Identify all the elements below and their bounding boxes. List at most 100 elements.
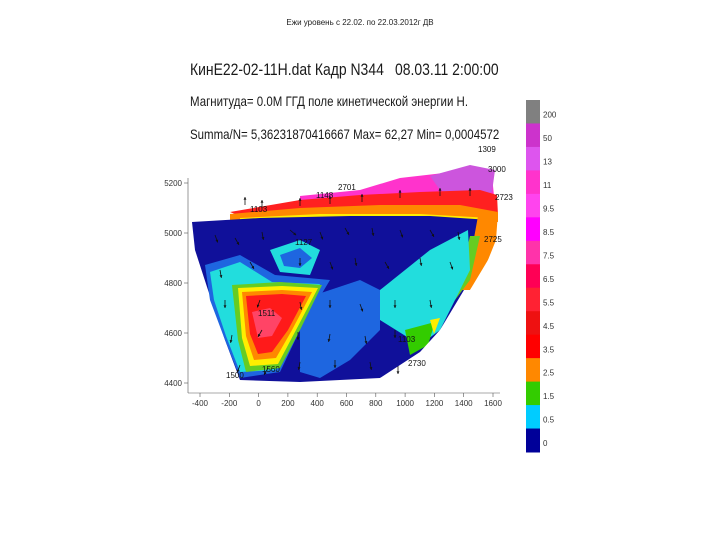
x-tick-label: 1000 (396, 399, 414, 408)
vector-arrow-head (346, 231, 349, 235)
colorbar-label: 0 (543, 439, 548, 448)
y-tick-label: 4600 (164, 329, 182, 338)
vector-arrow-head (371, 233, 375, 236)
vector-arrow-head (369, 367, 373, 370)
colorbar-label: 11 (543, 181, 552, 190)
colorbar-swatch (526, 334, 540, 359)
y-tick-label: 5200 (164, 179, 182, 188)
colorbar-label: 0.5 (543, 416, 555, 425)
chart-title: КинЕ22-02-11Н.dat Кадр N344 (190, 60, 384, 79)
heatmap-region-cyan-right (380, 230, 470, 345)
vector-arrow-head (236, 241, 239, 245)
vector-arrow-head (297, 367, 301, 370)
plot-mask-bottom-right (380, 240, 500, 400)
vector-arrow-head (438, 188, 442, 191)
colorbar-label: 50 (543, 134, 552, 143)
colorbar-label: 3.5 (543, 345, 555, 354)
vector-arrow-head (298, 198, 302, 201)
colorbar-swatch (526, 240, 540, 265)
station-label: 2725 (484, 235, 502, 244)
vector-arrow-head (299, 307, 303, 310)
chart-subtitle-magnitude: Магнитуда= 0.0М ГГД поле кинетической эн… (190, 93, 469, 109)
vector-arrow-head (468, 188, 472, 191)
vector-arrow-head (431, 233, 434, 237)
vector-arrow-head (429, 305, 433, 308)
colorbar-label: 7.5 (543, 251, 555, 260)
vector-arrow-head (328, 305, 332, 308)
colorbar-label: 2.5 (543, 369, 555, 378)
vector-arrow-head (258, 333, 261, 337)
station-label: 2723 (495, 193, 513, 202)
vector-arrow-head (386, 265, 389, 269)
vector-arrow-head (364, 341, 368, 344)
vector-arrow-head (360, 308, 364, 312)
colorbar-label: 200 (543, 111, 557, 120)
x-tick-label: -400 (192, 399, 209, 408)
vector-arrow-head (328, 196, 332, 199)
vector-arrow-head (236, 369, 240, 373)
colorbar-swatch (526, 264, 540, 289)
heatmap-region-green-lower (405, 322, 435, 355)
chart-date: 08.03.11 2:00:00 (395, 60, 499, 79)
x-tick-label: -200 (221, 399, 238, 408)
station-label: 2730 (408, 359, 426, 368)
colorbar-swatch (526, 405, 540, 430)
chart-subtitle-summary: Summa/N= 5,36231870416667 Max= 62,27 Min… (190, 126, 500, 142)
colorbar-swatch (526, 428, 540, 453)
x-tick-label: 600 (340, 399, 354, 408)
station-label: 1127 (295, 238, 313, 247)
vector-arrow-head (333, 365, 337, 368)
vector-arrow-head (264, 371, 267, 375)
vector-arrow-head (293, 232, 297, 236)
vector-arrows (214, 188, 472, 376)
vector-arrow-head (298, 263, 302, 266)
heatmap-region-pink-core (252, 308, 282, 338)
vector-arrow-head (219, 275, 223, 278)
y-tick-label: 4800 (164, 279, 182, 288)
colorbar-swatch (526, 100, 540, 124)
vector-arrow-head (215, 239, 219, 243)
vector-arrow-head (457, 237, 461, 240)
vector-arrow-head (393, 305, 397, 308)
heatmap-region-yellow-lower (430, 318, 440, 334)
colorbar: 200 50 13 11 9.5 8.5 7.5 6.5 5.5 4.5 3.5 2.5 1.5 0.5 0 (526, 100, 557, 453)
vector-arrow-head (327, 339, 331, 342)
heatmap-region-blue-pocket (280, 248, 312, 268)
x-tick-label: 0 (256, 399, 261, 408)
colorbar-label: 13 (543, 158, 552, 167)
colorbar-swatch (526, 381, 540, 406)
station-label: 2701 (338, 183, 356, 192)
colorbar-swatch (526, 287, 540, 312)
x-tick-label: 800 (369, 399, 383, 408)
x-tick-label: 1600 (484, 399, 502, 408)
vector-arrow-head (419, 263, 423, 266)
station-label: 1103 (250, 205, 268, 214)
station-labels: 1309 2701 2723 1148 1127 3000 1103 2725 1511 1500… (226, 145, 513, 380)
x-tick-label: 400 (311, 399, 325, 408)
vector-arrow-head (229, 340, 233, 343)
vector-arrow-head (330, 266, 334, 270)
vector-arrow-head (360, 194, 364, 197)
colorbar-label: 6.5 (543, 275, 555, 284)
vector-arrow-head (243, 197, 247, 200)
colorbar-swatch (526, 358, 540, 383)
colorbar-swatch (526, 217, 540, 242)
colorbar-label: 1.5 (543, 392, 555, 401)
vector-arrow-head (256, 304, 260, 308)
colorbar-label: 4.5 (543, 322, 555, 331)
vector-arrow-head (393, 335, 397, 338)
axes: -400 -200 0 200 400 600 800 1000 1200 1400 1600 520… (164, 178, 502, 408)
colorbar-label: 9.5 (543, 204, 555, 213)
station-label: 1309 (478, 145, 496, 154)
slide-title: Ежи уровень с 22.02. по 22.03.2012г ДВ (286, 18, 434, 27)
y-tick-label: 4400 (164, 379, 182, 388)
station-label: 1560 (262, 365, 280, 374)
colorbar-swatch (526, 170, 540, 195)
station-label: 3000 (488, 165, 506, 174)
vector-arrow-head (223, 305, 227, 308)
vector-arrow-head (450, 266, 454, 270)
colorbar-label: 8.5 (543, 228, 555, 237)
colorbar-swatch (526, 193, 540, 218)
colorbar-label: 5.5 (543, 298, 555, 307)
vector-arrow-head (260, 200, 264, 203)
